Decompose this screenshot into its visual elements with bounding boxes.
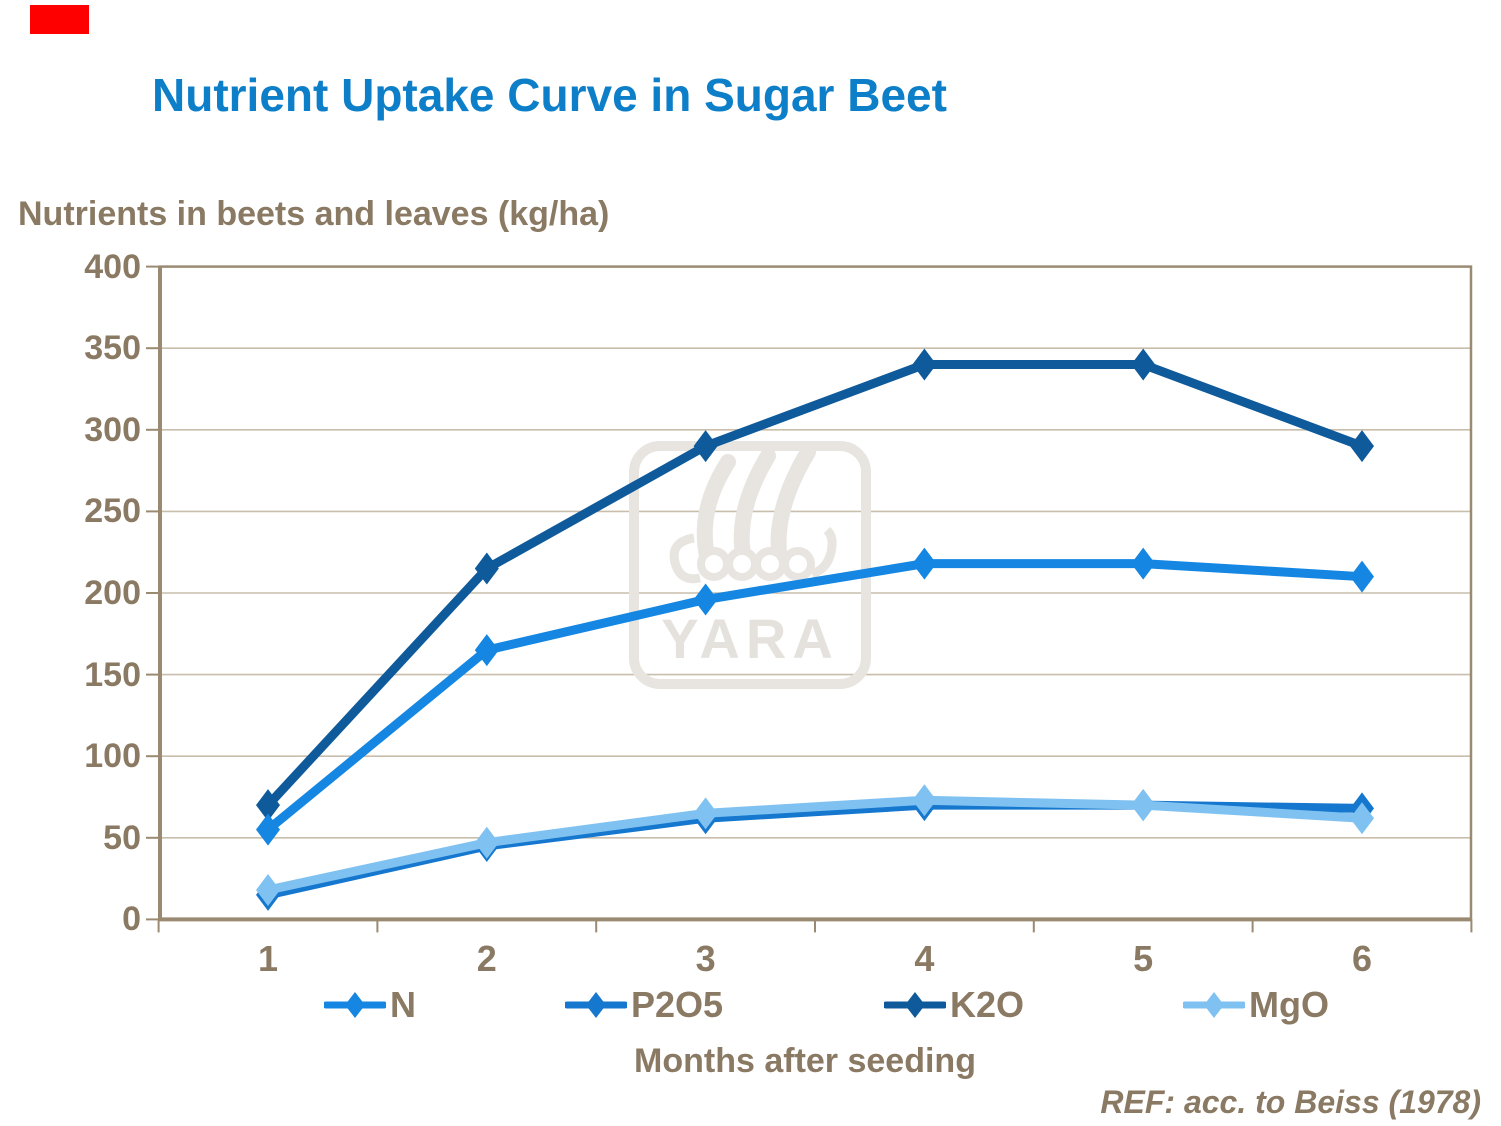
legend-item-N: N [324, 982, 416, 1028]
marker-N-month-3 [693, 583, 718, 616]
x-tick-label-2: 2 [476, 938, 497, 979]
reference-citation: REF: acc. to Beiss (1978) [1100, 1084, 1481, 1120]
legend-label-N: N [390, 984, 416, 1025]
marker-N-month-6 [1350, 560, 1374, 593]
x-tick-label-5: 5 [1133, 938, 1154, 979]
y-tick-label-350: 350 [84, 329, 141, 368]
red-accent-bar [30, 5, 89, 34]
legend-label-K2O: K2O [950, 984, 1025, 1025]
data-series [256, 348, 1374, 911]
marker-MgO-month-1 [256, 874, 280, 907]
x-tick-label-6: 6 [1351, 938, 1373, 979]
y-tick-label-250: 250 [84, 492, 141, 531]
legend-marker-P2O5 [565, 992, 627, 1018]
y-tick-label-400: 400 [84, 247, 141, 286]
x-tick-label-4: 4 [914, 938, 935, 979]
marker-MgO-month-2 [474, 826, 499, 859]
series-K2O [256, 348, 1374, 822]
marker-K2O-month-4 [912, 348, 937, 381]
legend-item-MgO: MgO [1183, 982, 1329, 1028]
marker-K2O-month-2 [474, 552, 499, 585]
marker-K2O-month-6 [1350, 430, 1374, 463]
gridlines [160, 347, 1471, 839]
axes [146, 265, 1473, 933]
y-tick-label-50: 50 [103, 818, 141, 857]
marker-N-month-4 [912, 547, 937, 580]
legend-item-K2O: K2O [884, 982, 1024, 1028]
legend-item-P2O5: P2O5 [565, 982, 723, 1028]
watermark-text: YARA [661, 607, 839, 670]
marker-MgO-month-3 [693, 797, 718, 830]
y-tick-label-200: 200 [84, 574, 141, 612]
y-axis-title: Nutrients in beets and leaves (kg/ha) [18, 195, 610, 233]
marker-K2O-month-1 [256, 789, 280, 822]
page-title: Nutrient Uptake Curve in Sugar Beet [152, 69, 947, 121]
series-line-N [263, 559, 1367, 835]
marker-MgO-month-4 [912, 784, 937, 817]
y-tick-label-0: 0 [122, 900, 141, 939]
marker-K2O-month-3 [693, 430, 718, 463]
y-tick-label-300: 300 [84, 410, 141, 449]
marker-MgO-month-6 [1350, 802, 1374, 835]
x-tick-label-1: 1 [257, 938, 279, 979]
legend-marker-MgO [1183, 992, 1245, 1018]
legend-label-MgO: MgO [1249, 984, 1329, 1025]
marker-N-month-1 [256, 813, 280, 846]
legend-marker-K2O [884, 992, 946, 1018]
legend-label-P2O5: P2O5 [631, 984, 724, 1025]
series-N [256, 547, 1374, 846]
marker-K2O-month-5 [1131, 348, 1156, 381]
marker-MgO-month-5 [1131, 789, 1156, 822]
yara-watermark-logo: YARA [629, 441, 871, 689]
chart-legend: N P2O5 K2O MgO [0, 982, 1501, 1028]
y-tick-label-100: 100 [84, 737, 141, 776]
x-axis-title: Months after seeding [634, 1042, 976, 1080]
series-line-MgO [263, 795, 1367, 895]
series-line-K2O [263, 360, 1367, 810]
y-tick-label-150: 150 [84, 655, 141, 694]
x-tick-label-3: 3 [695, 938, 716, 979]
series-MgO [256, 784, 1374, 907]
legend-marker-N [324, 992, 386, 1018]
marker-N-month-5 [1131, 547, 1156, 580]
marker-N-month-2 [474, 634, 499, 667]
